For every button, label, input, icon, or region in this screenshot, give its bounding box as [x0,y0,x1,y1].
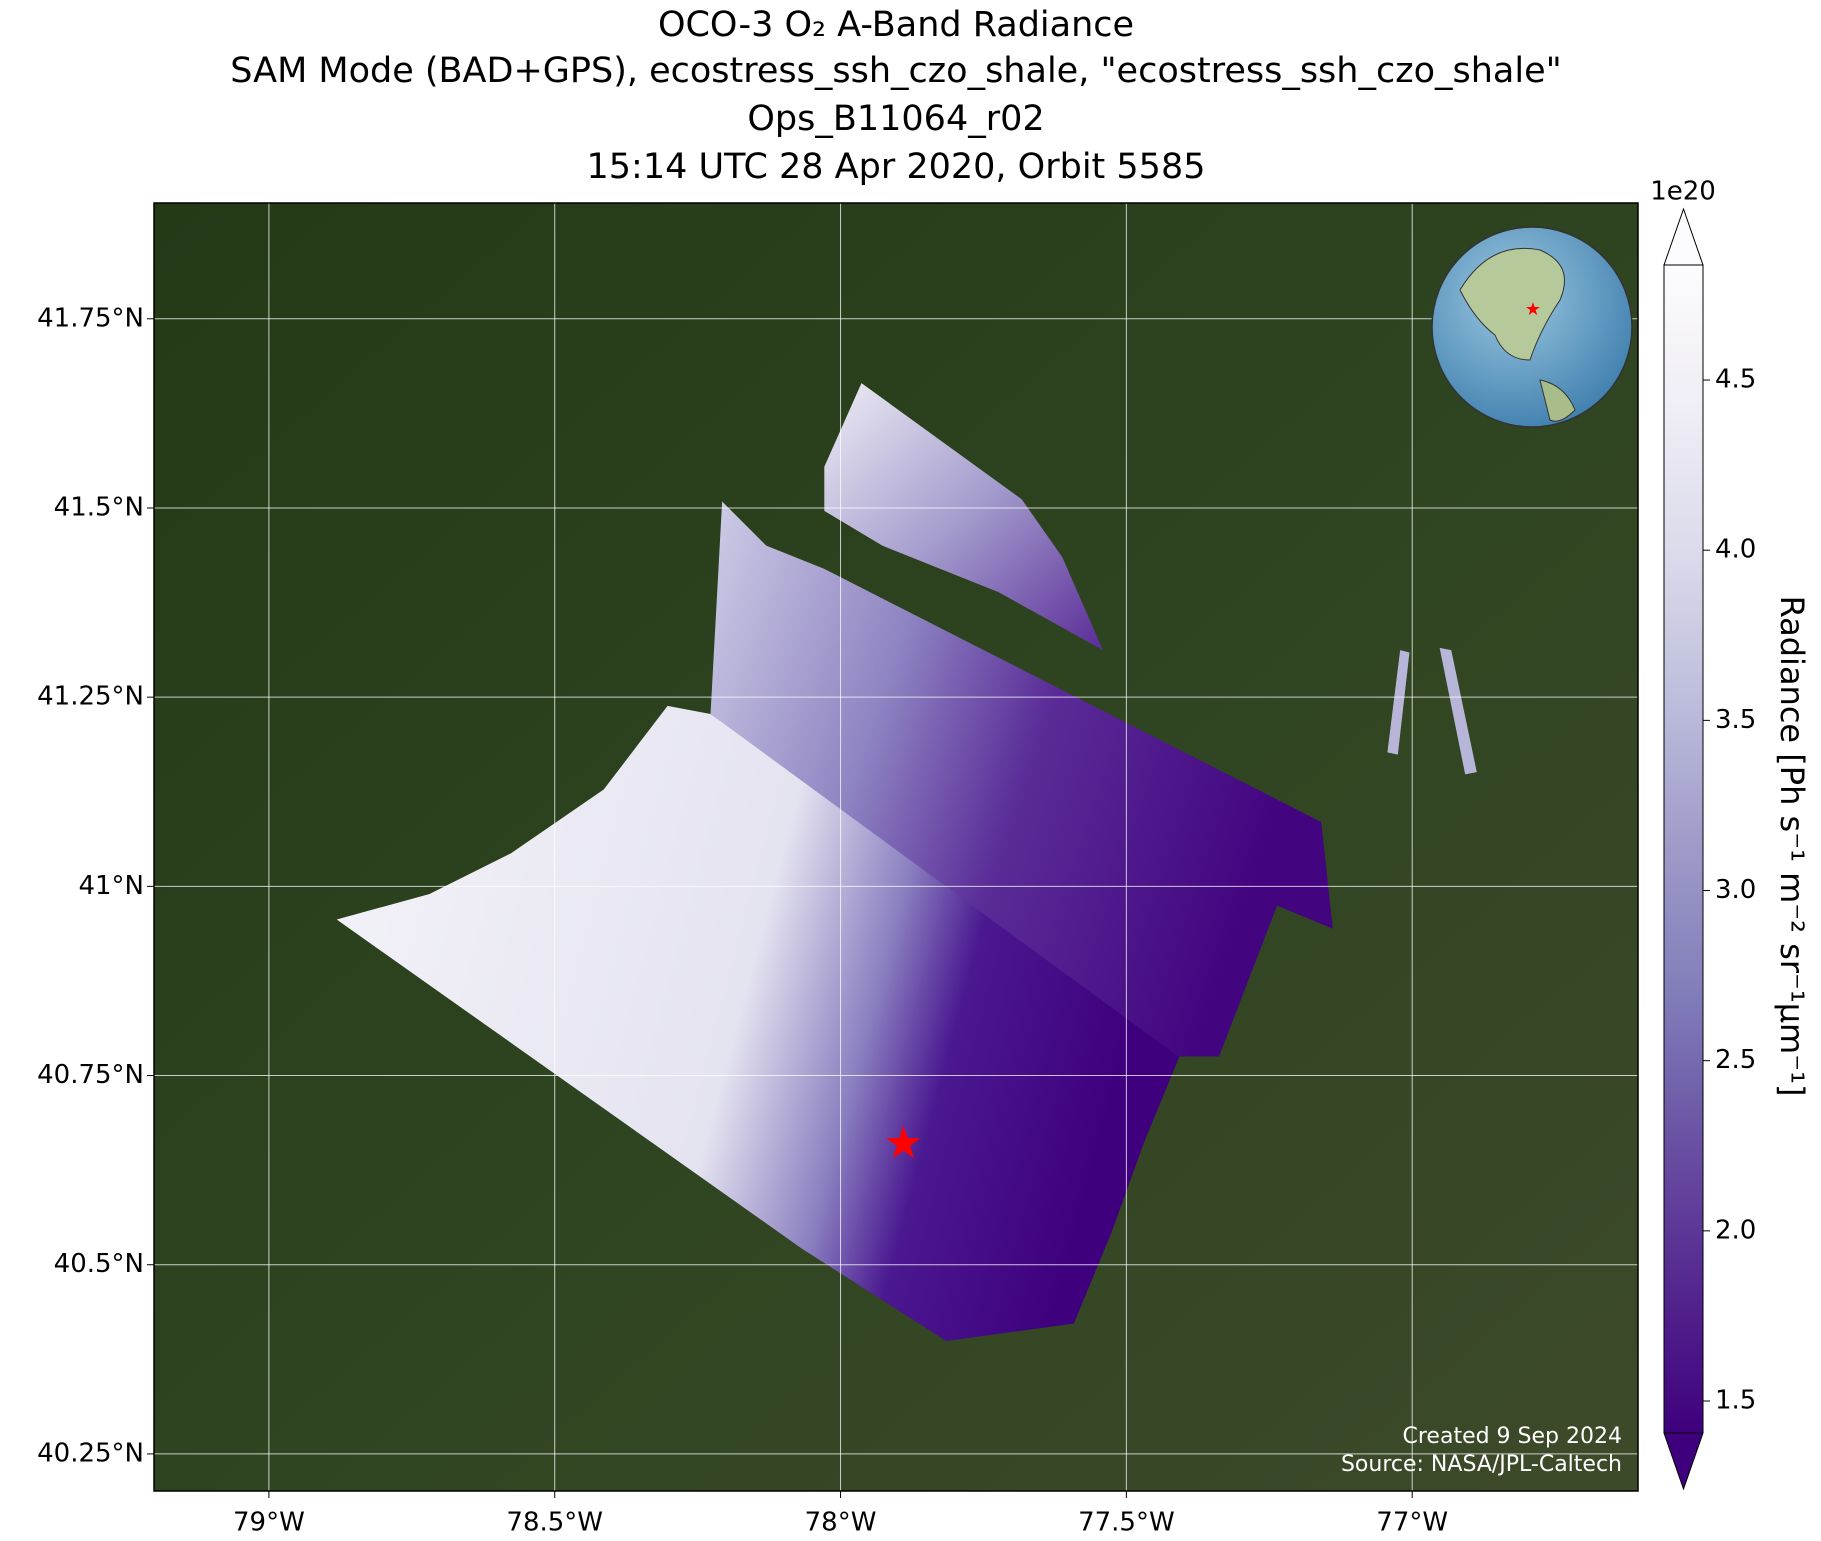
x-tick-label: 79°W [233,1508,305,1538]
colorbar-extend [1663,1432,1704,1491]
swaths [336,383,1477,1341]
colorbar-frame [1663,264,1704,1434]
colorbar-offset: 1e20 [1650,177,1716,207]
x-tick-label: 77.5°W [1078,1508,1175,1538]
globe-marker: ★ [1525,299,1541,320]
x-tick-label: 78.5°W [506,1508,603,1538]
map-frame [153,202,1639,1492]
colorbar: 1.5 2.0 2.5 3.0 3.5 4.0 4.5 [1663,207,1756,1491]
title-line: Ops_B11064_r02 [747,99,1044,139]
swath [710,501,1333,1057]
y-tick-label: 41°N [78,871,144,901]
title-line: SAM Mode (BAD+GPS), ecostress_ssh_czo_sh… [230,51,1561,91]
y-tick-label: 41.5°N [54,492,144,522]
swath [336,705,1185,1341]
y-tick-label: 40.25°N [37,1438,144,1468]
colorbar-tick-label: 2.5 [1715,1045,1756,1075]
globe-inset: ★ [1431,226,1633,428]
map-area [154,203,1638,1491]
y-tick-label: 40.75°N [37,1060,144,1090]
globe-land [1459,247,1565,361]
swath [824,383,1103,651]
colorbar-tick-label: 3.5 [1715,705,1756,735]
x-tick-label: 77°W [1376,1508,1448,1538]
title-line: 15:14 UTC 28 Apr 2020, Orbit 5585 [587,147,1206,187]
colorbar-tick-label: 2.0 [1715,1215,1756,1245]
colorbar-label: Radiance [Ph s⁻¹ m⁻² sr⁻¹μm⁻¹] [1773,596,1811,1097]
annotation: Created 9 Sep 2024 [1403,1424,1623,1449]
y-tick-label: 41.25°N [37,682,144,712]
x-tick-label: 78°W [805,1508,877,1538]
colorbar-tick-label: 4.0 [1715,535,1756,565]
annotation: Source: NASA/JPL-Caltech [1341,1452,1622,1477]
colorbar-body [1664,265,1703,1433]
site-marker [886,1125,921,1159]
y-tick-label: 41.75°N [37,303,144,333]
colorbar-tick-label: 1.5 [1715,1386,1756,1416]
swath [1439,647,1477,775]
globe-land [1539,379,1576,422]
swath [1387,650,1410,755]
colorbar-tick-label: 4.5 [1715,365,1756,395]
y-tick-label: 40.5°N [54,1249,144,1279]
colorbar-tick-label: 3.0 [1715,875,1756,905]
title-line: OCO-3 O₂ A-Band Radiance [658,5,1134,45]
colorbar-extend [1663,207,1704,266]
